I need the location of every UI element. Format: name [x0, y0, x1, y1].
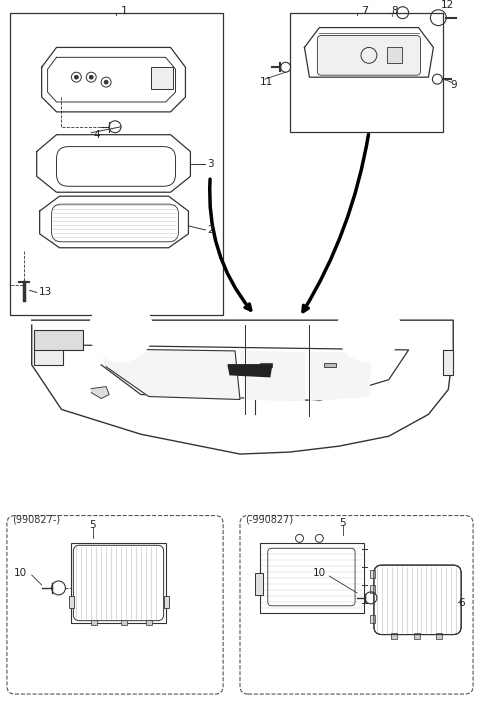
Bar [444, 350, 453, 375]
Bar [146, 620, 152, 625]
Bar [260, 363, 272, 366]
Polygon shape [228, 365, 272, 377]
Bar [370, 570, 375, 578]
Bar [370, 615, 375, 623]
Text: 5: 5 [89, 520, 96, 531]
Text: 13: 13 [39, 287, 52, 298]
Bar [260, 543, 364, 613]
Bar [370, 585, 375, 593]
Circle shape [89, 298, 153, 362]
Polygon shape [66, 345, 408, 401]
Polygon shape [101, 349, 240, 399]
Bar [289, 13, 444, 132]
Circle shape [104, 80, 108, 84]
Bar [121, 620, 127, 625]
Bar [414, 633, 420, 639]
Text: 9: 9 [450, 80, 457, 90]
Polygon shape [240, 351, 304, 401]
Text: (990827-): (990827-) [12, 515, 60, 524]
Bar [70, 596, 74, 608]
Bar [34, 330, 84, 350]
Bar [436, 633, 443, 639]
Polygon shape [32, 320, 453, 454]
Bar [151, 67, 172, 89]
Circle shape [74, 75, 78, 79]
Bar [324, 363, 336, 366]
FancyBboxPatch shape [317, 36, 420, 75]
Bar [387, 48, 402, 63]
Polygon shape [310, 353, 371, 401]
Polygon shape [91, 387, 109, 399]
Text: 10: 10 [312, 568, 325, 578]
Text: 12: 12 [440, 0, 454, 10]
Bar [164, 596, 168, 608]
Text: 2: 2 [207, 225, 214, 235]
Bar [72, 543, 166, 623]
Circle shape [89, 75, 93, 79]
Bar [34, 347, 63, 365]
Text: (-990827): (-990827) [245, 515, 293, 524]
Text: 6: 6 [458, 598, 465, 608]
Text: 7: 7 [361, 6, 368, 15]
Text: 10: 10 [14, 568, 27, 578]
Text: 11: 11 [260, 77, 273, 87]
FancyBboxPatch shape [374, 565, 461, 635]
Bar [91, 620, 97, 625]
Text: 1: 1 [121, 6, 128, 15]
Circle shape [103, 312, 139, 348]
Bar [10, 13, 223, 315]
Text: 5: 5 [339, 519, 346, 529]
Circle shape [337, 298, 401, 362]
Circle shape [351, 312, 387, 348]
Bar [391, 633, 396, 639]
Text: 4: 4 [93, 130, 100, 140]
Text: 3: 3 [207, 159, 214, 169]
Bar [255, 573, 263, 595]
Text: 8: 8 [392, 6, 398, 15]
